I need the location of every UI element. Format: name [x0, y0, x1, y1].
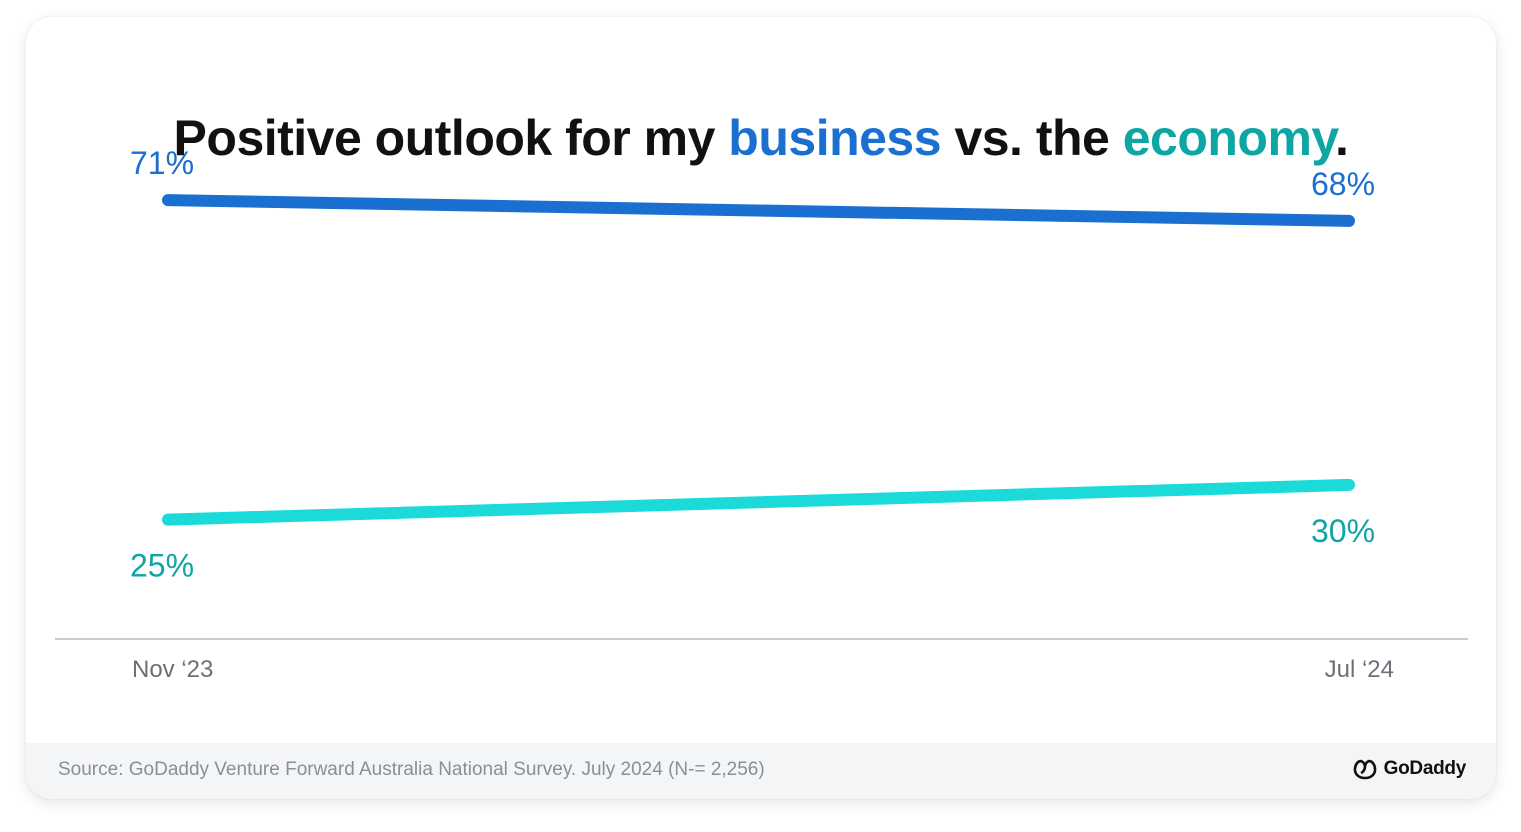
footer-bar: Source: GoDaddy Venture Forward Australi… — [26, 743, 1496, 799]
title-part-3: . — [1335, 110, 1349, 166]
x-tick-label-1: Jul ‘24 — [1325, 656, 1394, 683]
chart-title: Positive outlook for my business vs. the… — [26, 109, 1496, 167]
title-part-1: Positive outlook for my — [173, 110, 729, 166]
series-line-economy — [162, 478, 1355, 526]
line-chart: 71% 68% 25% 30% Nov ‘23 Jul ‘24 — [55, 145, 1468, 683]
source-note: Source: GoDaddy Venture Forward Australi… — [58, 759, 765, 780]
title-highlight-business: business — [728, 110, 942, 166]
data-label-economy-1: 30% — [1311, 513, 1375, 549]
godaddy-logo-text: GoDaddy — [1383, 758, 1467, 779]
data-label-business-1: 68% — [1311, 166, 1375, 202]
data-labels: 71% 68% 25% 30% — [130, 145, 1375, 584]
x-tick-labels: Nov ‘23 Jul ‘24 — [132, 656, 1394, 683]
series-line-business — [162, 194, 1355, 227]
title-highlight-economy: economy — [1122, 110, 1336, 166]
title-part-2: vs. the — [941, 110, 1123, 166]
godaddy-logo: GoDaddy — [1352, 757, 1466, 781]
series-layer — [162, 194, 1355, 526]
data-label-business-0: 71% — [130, 145, 194, 181]
data-label-economy-0: 25% — [130, 548, 194, 584]
chart-card: Positive outlook for my business vs. the… — [26, 17, 1496, 799]
godaddy-logo-icon — [1353, 759, 1376, 780]
x-tick-label-0: Nov ‘23 — [132, 656, 213, 683]
